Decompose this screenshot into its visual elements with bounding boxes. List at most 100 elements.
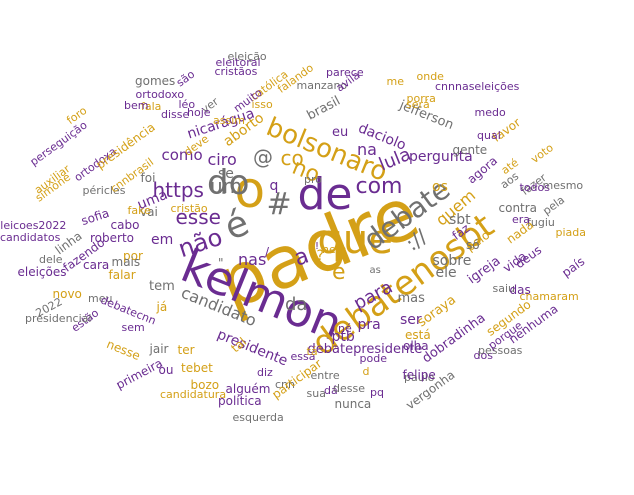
cloud-word: como — [161, 145, 203, 164]
cloud-word: que — [317, 217, 393, 263]
cloud-word: as — [369, 265, 381, 276]
cloud-word: primeira — [113, 355, 165, 393]
cloud-word: só — [466, 238, 480, 252]
cloud-word: dá — [324, 383, 338, 397]
cloud-word: do — [207, 163, 250, 203]
cloud-word: cabo — [110, 218, 140, 232]
cloud-word: né — [338, 321, 352, 335]
cloud-word: bem — [124, 98, 149, 112]
cloud-word: dele — [39, 252, 63, 266]
cloud-word: olha — [403, 339, 429, 353]
cloud-word: gente — [452, 143, 488, 157]
cloud-word: medo — [474, 105, 506, 119]
cloud-word: eleitoral — [215, 55, 261, 69]
cloud-word: ele — [435, 265, 457, 281]
cloud-word: chamaram — [519, 289, 579, 303]
cloud-word: saiu — [492, 281, 516, 295]
cloud-word: paulo — [404, 370, 435, 384]
cloud-word: sbt — [449, 212, 471, 228]
cloud-word: cara — [83, 258, 110, 272]
cloud-word: o — [234, 161, 266, 219]
cloud-word: da — [285, 294, 308, 315]
cloud-word: deus — [512, 242, 544, 272]
cloud-word: em — [151, 232, 174, 248]
cloud-word: debatepresidente — [307, 341, 423, 357]
cloud-word: eleicoes2022 — [0, 218, 67, 232]
cloud-word: léo — [178, 97, 196, 111]
cloud-word: ! — [315, 241, 320, 252]
cloud-word: sua — [306, 386, 326, 400]
cloud-word: esquerda — [232, 410, 284, 424]
cloud-word: tebet — [181, 361, 213, 375]
cloud-word: # — [266, 187, 292, 222]
cloud-word: já — [156, 300, 168, 314]
cloud-word: nem — [322, 242, 347, 256]
cloud-word: d — [362, 364, 370, 378]
cloud-word: ortodoxo — [135, 87, 185, 101]
cloud-word: me — [386, 74, 404, 88]
cloud-word: de — [297, 169, 353, 220]
cloud-word: ptb — [331, 329, 355, 345]
cloud-word: se — [218, 166, 234, 182]
cloud-word: brasil — [304, 93, 344, 123]
cloud-word: piada — [555, 225, 587, 239]
cloud-word: fugiu — [527, 215, 555, 229]
cloud-word: péricles — [82, 183, 126, 197]
cloud-word: porra — [406, 91, 436, 105]
cloud-word: diz — [257, 365, 273, 379]
cloud-word: jair — [149, 342, 169, 356]
cloud-word: presidencial — [25, 311, 92, 325]
cloud-word: pessoas — [478, 343, 523, 357]
cloud-word: presidente — [214, 326, 290, 370]
cloud-word: cnnnaseleições — [435, 79, 520, 93]
cloud-word: nunca — [334, 397, 372, 411]
cloud-word: deve — [181, 131, 211, 159]
cloud-word: voto — [528, 140, 556, 166]
cloud-word: sofia — [79, 205, 111, 229]
cloud-word: são — [173, 67, 197, 89]
cloud-word: eleição — [227, 49, 267, 63]
cloud-word: essa — [290, 349, 316, 363]
cloud-word: com — [355, 174, 403, 199]
cloud-word: todos — [519, 180, 551, 194]
cloud-word: disse — [161, 107, 190, 121]
cloud-word: pela — [540, 192, 568, 218]
cloud-word: ou — [158, 363, 174, 377]
cloud-word: / — [265, 245, 270, 259]
cloud-word: alguém — [225, 382, 271, 396]
cloud-word: ? — [316, 248, 324, 264]
cloud-word: sobre — [432, 253, 472, 269]
cloud-word: eu — [332, 124, 349, 140]
cloud-word: ! — [315, 241, 320, 252]
cloud-word: mesmo — [542, 178, 584, 192]
cloud-word: gomes — [135, 74, 176, 88]
cloud-word: candidatura — [160, 387, 227, 401]
cloud-word: cnn — [275, 377, 295, 391]
cloud-word: eleições — [17, 265, 67, 279]
cloud-word: co — [280, 146, 304, 170]
cloud-word: desse — [333, 381, 365, 395]
cloud-word: cristãos — [214, 64, 258, 78]
cloud-word: pode — [359, 351, 387, 365]
cloud-word: das — [509, 283, 531, 297]
cloud-word: dos — [473, 348, 493, 362]
cloud-word: os — [432, 179, 448, 195]
cloud-word: candidatos — [0, 230, 61, 244]
cloud-word: política — [218, 394, 262, 408]
cloud-word: q — [269, 178, 279, 194]
cloud-word: por — [123, 249, 143, 263]
cloud-word: está — [405, 328, 431, 342]
cloud-word: será — [406, 97, 430, 111]
cloud-word: hoje — [187, 105, 211, 119]
cloud-word: ciro — [207, 150, 237, 169]
cloud-word: parece — [326, 65, 364, 79]
cloud-word: falar — [108, 268, 136, 282]
cloud-word: fake — [127, 203, 151, 217]
cloud-word: meu — [88, 291, 113, 305]
cloud-word: pra — [357, 317, 381, 333]
cloud-word: país — [558, 254, 587, 280]
cloud-word: cristão — [170, 201, 208, 215]
cloud-word: entre — [310, 368, 340, 382]
cloud-word: vai — [140, 205, 158, 219]
